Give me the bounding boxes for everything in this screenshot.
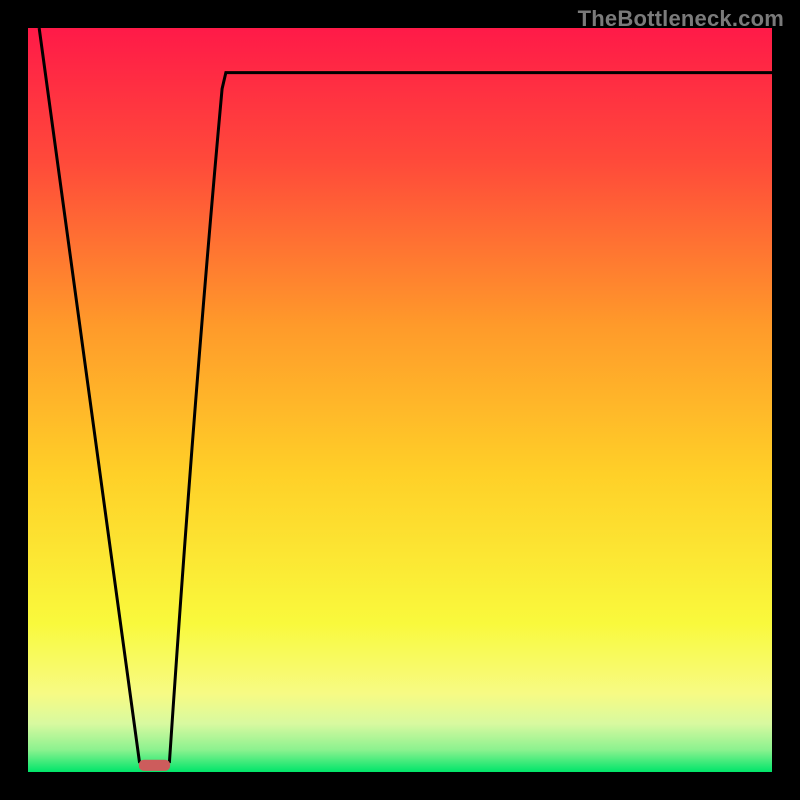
chart-container: TheBottleneck.com bbox=[0, 0, 800, 800]
bottleneck-chart bbox=[0, 0, 800, 800]
chart-plot-area bbox=[28, 28, 772, 772]
watermark-text: TheBottleneck.com bbox=[578, 6, 784, 32]
bottleneck-marker bbox=[139, 760, 170, 771]
